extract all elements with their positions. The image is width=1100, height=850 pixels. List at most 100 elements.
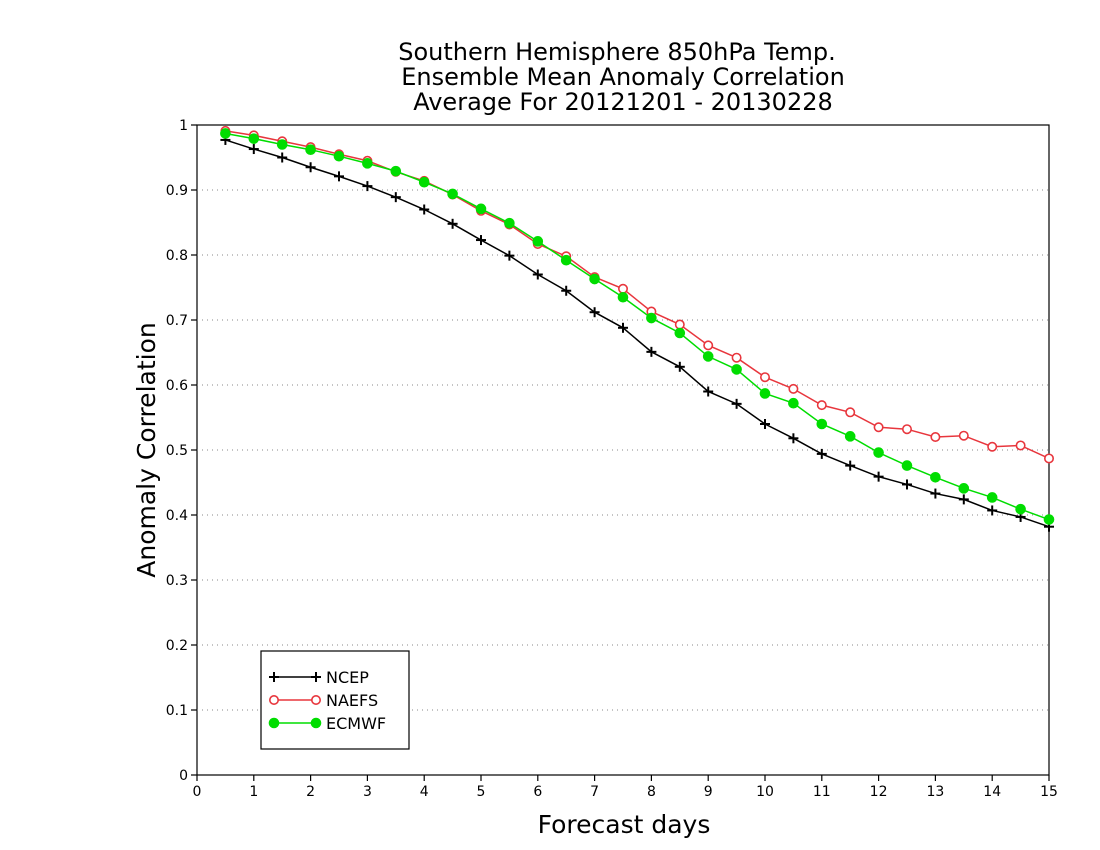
data-point-ncep [532,269,543,280]
x-tick-label: 4 [420,784,429,800]
data-point-ncep [788,433,799,444]
data-point-ncep [248,144,259,155]
x-tick-label: 6 [533,784,542,800]
x-tick-label: 11 [813,784,831,800]
series-line-ncep [225,139,1050,528]
y-tick-label: 0.2 [166,638,188,654]
data-point-naefs [873,422,884,433]
data-point-ecmwf [958,483,970,494]
data-point-naefs [987,441,998,452]
data-point-ecmwf [305,144,316,155]
data-point-ncep [816,448,827,459]
data-point-ecmwf [873,447,884,458]
data-point-ncep [930,488,941,499]
x-tick-label: 1 [249,784,258,800]
data-point-naefs [1044,453,1055,464]
x-tick-label: 2 [306,784,315,800]
data-point-ecmwf [702,351,714,362]
series-line-ecmwf [225,132,1050,521]
legend-marker [268,694,279,705]
series-layer [220,125,1055,532]
data-point-naefs [958,430,969,441]
data-point-naefs [788,383,799,394]
chart-title-line-2: Ensemble Mean Anomaly Correlation [401,63,845,91]
data-point-ecmwf [759,388,771,399]
data-point-naefs [703,340,714,351]
series-ecmwf [220,128,1055,525]
data-point-ncep [873,471,884,482]
data-point-ncep [277,152,288,163]
data-point-naefs [930,431,941,442]
x-tick-label: 12 [870,784,888,800]
x-tick-label: 0 [193,784,202,800]
legend-marker [311,672,321,682]
data-point-ecmwf [901,460,913,471]
data-point-ncep [589,307,600,318]
legend-marker [310,694,321,705]
legend-label-ecmwf: ECMWF [326,714,386,733]
data-point-ncep [618,322,628,333]
data-point-ecmwf [844,431,856,442]
x-tick-label: 9 [704,784,713,800]
chart-title-line-1: Southern Hemisphere 850hPa Temp. [398,38,835,66]
x-axis: 0 1 2 3 4 5 6 7 8 9 10 11 12 13 14 15 [193,775,1058,800]
series-naefs [220,125,1055,464]
chart-title-line-3: Average For 20121201 - 20130228 [413,88,833,116]
data-point-naefs [731,352,742,363]
x-axis-title: Forecast days [538,810,711,839]
y-tick-label: 0.1 [166,703,188,719]
data-point-ncep [703,386,714,397]
data-point-ncep [362,181,373,192]
data-point-ncep [476,235,486,246]
x-tick-label: 5 [477,784,486,800]
data-point-ecmwf [418,176,430,188]
y-tick-label: 0.3 [166,573,188,589]
data-point-ecmwf [1015,503,1026,515]
data-point-ncep [987,505,998,516]
data-point-ecmwf [589,273,600,285]
x-tick-label: 14 [983,784,1001,800]
data-point-ecmwf [333,150,345,162]
data-point-ecmwf [504,217,515,229]
data-point-ecmwf [532,236,544,247]
legend-label-naefs: NAEFS [326,691,378,710]
y-tick-label: 0.5 [166,443,188,459]
legend-entries: NCEP NAEFS ECMWF [268,668,386,733]
data-point-ecmwf [1043,514,1055,525]
data-point-ecmwf [674,327,686,339]
data-point-naefs [1015,440,1026,451]
data-point-ncep [958,494,969,505]
data-point-ncep [845,460,856,471]
x-tick-label: 10 [756,784,774,800]
legend-marker [310,717,322,729]
y-tick-label: 1 [179,118,188,134]
x-tick-label: 3 [363,784,372,800]
data-point-ncep [646,346,657,357]
data-point-ecmwf [646,312,657,324]
y-tick-label: 0.4 [166,508,188,524]
data-point-ecmwf [276,139,288,150]
data-point-ecmwf [560,254,572,266]
data-point-ncep [334,171,344,182]
y-tick-label: 0.6 [166,378,188,394]
data-point-ecmwf [617,291,629,303]
data-point-ncep [390,192,401,203]
data-point-ncep [419,204,430,215]
y-tick-label: 0.8 [166,248,188,264]
y-tick-label: 0 [179,768,188,784]
data-point-naefs [759,372,770,383]
data-point-ncep [504,250,515,261]
x-tick-label: 8 [647,784,656,800]
data-point-ncep [305,162,316,173]
legend-marker [269,672,279,682]
data-point-naefs [845,407,856,418]
data-point-naefs [901,424,912,435]
data-point-ecmwf [930,472,941,483]
data-point-ncep [447,218,458,229]
legend-box [260,650,410,750]
data-point-ncep [674,361,685,372]
x-tick-label: 15 [1040,784,1058,800]
data-point-naefs [617,283,628,294]
y-axis-title: Anomaly Correlation [132,322,161,577]
